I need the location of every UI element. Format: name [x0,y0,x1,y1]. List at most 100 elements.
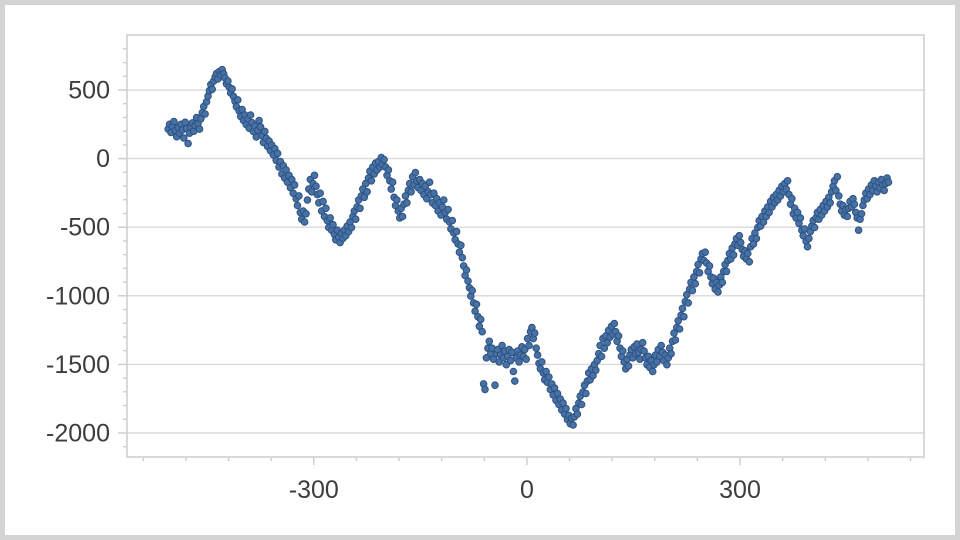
x-axis-label: -300 [289,476,339,504]
data-point [302,210,310,218]
data-point [367,177,376,185]
data-point [398,212,407,221]
data-point [356,204,364,213]
data-point [810,223,819,232]
data-point [326,214,335,222]
data-point [181,118,189,127]
data-point [363,188,371,196]
data-point [714,288,722,296]
data-point [610,319,619,328]
data-point [462,266,471,274]
data-point [457,241,465,250]
data-point [597,352,606,361]
data-point [440,196,448,204]
data-point [478,327,487,336]
data-point [234,96,242,104]
data-point [619,347,627,355]
data-point [300,218,309,226]
data-point [648,367,657,376]
data-point [752,234,761,243]
data-point [701,248,710,256]
data-point [411,168,420,177]
data-point [684,299,693,307]
data-point [826,199,835,207]
data-point [843,212,852,221]
data-point [464,277,472,285]
data-point [387,185,396,193]
data-point [835,192,843,200]
data-point [509,367,518,376]
data-point [691,279,700,288]
data-points [164,65,893,429]
data-point [312,182,320,191]
data-point [722,267,731,276]
data-point [833,172,842,181]
data-point [255,116,263,125]
data-point [458,253,467,262]
data-point [295,192,303,200]
data-point [403,199,411,207]
data-point [444,205,452,214]
data-point [695,269,704,277]
data-point [592,366,600,375]
data-point [657,341,666,350]
x-axis-label: 0 [520,476,534,504]
data-point [310,171,319,180]
data-point [783,177,792,185]
data-point [184,139,192,148]
data-point [485,337,494,346]
data-point [290,181,299,189]
data-point [796,214,805,222]
data-point [533,351,542,359]
data-point [745,257,754,266]
data-point [329,220,337,229]
data-point [667,349,675,358]
data-point [195,125,204,133]
data-point [532,344,541,353]
data-point [316,189,325,197]
x-axis-labels: -300 0 300 [289,476,761,504]
data-point [538,358,546,366]
data-point [481,385,489,394]
data-point [393,196,401,204]
data-point [472,300,481,309]
data-point [688,286,697,295]
data-point [884,178,893,186]
data-point [351,215,360,223]
data-point [180,134,188,142]
data-point [582,389,590,398]
data-point [671,336,680,344]
data-point [303,196,312,204]
data-point [736,238,745,247]
gridlines [127,89,924,434]
data-point [729,251,738,259]
data-point [735,231,744,240]
data-point [522,355,531,364]
data-point [380,155,388,164]
data-point [273,149,282,158]
y-axis-label: 500 [68,77,110,105]
data-point [425,178,434,186]
data-point [573,410,582,418]
plot-area-border [126,34,925,458]
data-point [577,400,586,409]
y-axis-label: -2000 [46,419,110,447]
data-point [256,123,265,131]
data-point [880,186,889,195]
data-point [319,197,327,206]
data-point [347,223,356,232]
data-point [322,204,330,213]
data-point [530,329,539,337]
data-point [293,201,302,210]
data-point [407,188,415,196]
data-point [569,421,577,429]
data-point [850,200,859,208]
data-point [803,242,812,251]
data-point [384,166,393,174]
data-point [675,325,684,333]
data-point [246,111,255,119]
data-point [545,373,553,381]
data-point [614,332,623,340]
data-point [261,127,269,136]
